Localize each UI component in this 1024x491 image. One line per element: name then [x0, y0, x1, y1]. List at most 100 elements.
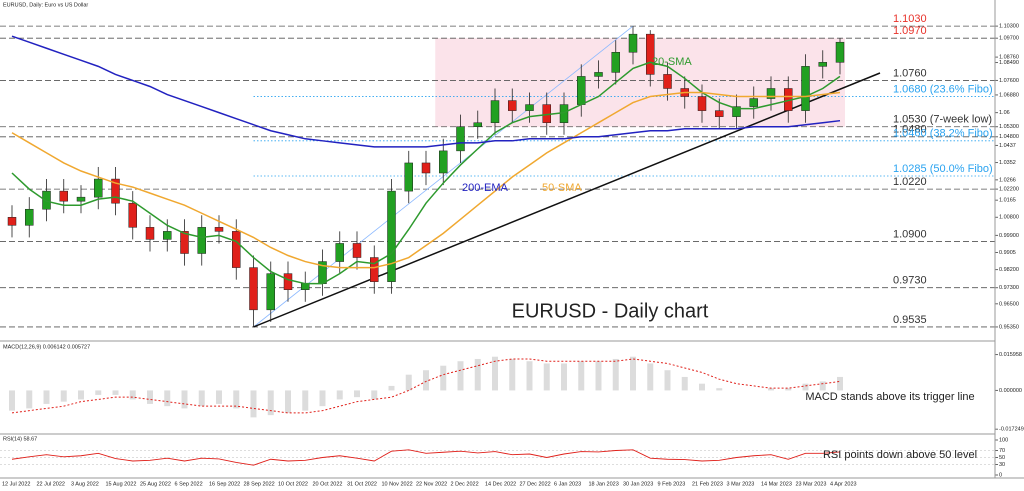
- candle-body: [404, 162, 413, 192]
- y-tick-label: 1.07600: [999, 78, 1019, 84]
- x-tick-label: 6 Jan 2023: [554, 481, 581, 487]
- y-tick-label: 1.06: [999, 110, 1010, 116]
- level-label: 1.0900: [893, 228, 927, 240]
- candle-body: [766, 88, 776, 99]
- candle-body: [577, 76, 586, 105]
- level-label: 1.0220: [893, 176, 927, 188]
- y-tick-label: 1.05300: [999, 124, 1019, 130]
- candle-body: [456, 126, 465, 152]
- candle-body: [525, 104, 534, 111]
- level-label: 1.0970: [893, 25, 927, 37]
- x-tick-label: 20 Oct 2022: [313, 481, 343, 487]
- candle-body: [180, 231, 189, 254]
- x-tick-label: 23 Mar 2023: [796, 481, 827, 487]
- candle-body: [835, 41, 845, 63]
- x-tick-label: 16 Sep 2022: [209, 481, 240, 487]
- y-tick-label: 1.10300: [999, 24, 1019, 30]
- y-tick-label: 0.9905: [999, 250, 1016, 256]
- candle-body: [473, 122, 482, 127]
- y-tick-label: 0.98200: [999, 267, 1019, 273]
- chart-title: EURUSD, Daily: Euro vs US Dollar: [3, 2, 88, 8]
- candle-body: [128, 202, 137, 228]
- rsi-annotation: RSI points down above 50 level: [823, 449, 977, 461]
- y-tick-label: 0: [999, 472, 1002, 478]
- candle-body: [628, 33, 638, 53]
- candle-body: [697, 96, 707, 111]
- candle-body: [715, 110, 724, 117]
- candle-body: [111, 178, 120, 204]
- macd-title: MACD(12,26,9) 0.006142 0.005727: [3, 344, 90, 350]
- y-tick-label: 1.08490: [999, 60, 1019, 66]
- candle-body: [249, 267, 258, 311]
- y-tick-label: 0.96500: [999, 301, 1019, 307]
- level-label: 1.0285 (50.0% Fibo): [893, 163, 993, 175]
- candle-body: [7, 217, 17, 226]
- candle-body: [663, 74, 672, 89]
- y-tick-label: 100: [999, 437, 1008, 443]
- rsi-title: RSI(14) 58.67: [3, 436, 37, 442]
- y-tick-label: -0.017249: [999, 427, 1024, 433]
- level-label: 1.0460 (38.2% Fibo): [893, 128, 993, 140]
- candle-body: [387, 190, 396, 282]
- candle-body: [214, 227, 224, 232]
- x-tick-label: 14 Dec 2022: [485, 481, 516, 487]
- candle-body: [594, 72, 603, 77]
- candle-body: [42, 190, 51, 210]
- x-tick-label: 6 Sep 2022: [175, 481, 203, 487]
- x-tick-label: 22 Nov 2022: [416, 481, 447, 487]
- signal-line: [11, 358, 841, 414]
- ma-line: [11, 35, 841, 148]
- x-tick-label: 30 Jan 2023: [623, 481, 653, 487]
- y-tick-label: 70: [999, 448, 1005, 454]
- level-label: 1.0480: [893, 124, 927, 136]
- y-tick-label: 1.08760: [999, 55, 1019, 61]
- x-tick-label: 10 Oct 2022: [278, 481, 308, 487]
- level-label: 1.0530 (7-week low): [893, 114, 992, 126]
- candle-body: [266, 273, 275, 311]
- y-tick-label: 0.015958: [999, 352, 1022, 358]
- ma-line: [11, 91, 841, 269]
- y-tick-label: 50: [999, 455, 1005, 461]
- candle-body: [197, 227, 206, 254]
- candle-body: [283, 273, 293, 290]
- x-tick-label: 25 Aug 2022: [140, 481, 171, 487]
- level-label: 0.9730: [893, 275, 927, 287]
- x-tick-label: 28 Sep 2022: [244, 481, 275, 487]
- candle-body: [490, 100, 500, 123]
- series-label: 200-EMA: [462, 182, 509, 194]
- x-tick-label: 10 Nov 2022: [382, 481, 413, 487]
- x-tick-label: 3 Mar 2023: [727, 481, 755, 487]
- level-label: 1.0760: [893, 67, 927, 79]
- range-box: [435, 38, 845, 127]
- y-tick-label: 0.99900: [999, 233, 1019, 239]
- candle-body: [301, 283, 310, 290]
- candle-body: [145, 227, 155, 240]
- x-tick-label: 21 Feb 2023: [692, 481, 723, 487]
- x-tick-label: 3 Aug 2022: [71, 481, 99, 487]
- macd-annotation: MACD stands above its trigger line: [805, 391, 974, 403]
- x-tick-label: 31 Oct 2022: [347, 481, 377, 487]
- candle-body: [352, 243, 362, 258]
- series-label: 20-SMA: [652, 56, 692, 68]
- candle-body: [646, 33, 655, 75]
- y-tick-label: 1.0352: [999, 160, 1016, 166]
- y-tick-label: 0.97300: [999, 285, 1019, 291]
- candle-body: [801, 66, 810, 111]
- candle-body: [611, 52, 620, 73]
- level-label: 0.9535: [893, 314, 927, 326]
- rsi-line: [11, 449, 841, 466]
- y-tick-label: 0.000000: [999, 388, 1022, 394]
- candle-body: [749, 98, 758, 107]
- y-tick-label: 1.0266: [999, 177, 1016, 183]
- y-tick-label: 1.09700: [999, 36, 1019, 42]
- x-tick-label: 18 Jan 2023: [589, 481, 619, 487]
- y-tick-label: 1.00800: [999, 215, 1019, 221]
- y-tick-label: 1.06880: [999, 92, 1019, 98]
- candle-body: [421, 162, 431, 174]
- candle-body: [335, 243, 344, 262]
- y-tick-label: 0.95350: [999, 324, 1019, 330]
- chart-caption: EURUSD - Daily chart: [512, 300, 709, 322]
- y-tick-label: 30: [999, 462, 1005, 468]
- x-tick-label: 14 Mar 2023: [761, 481, 792, 487]
